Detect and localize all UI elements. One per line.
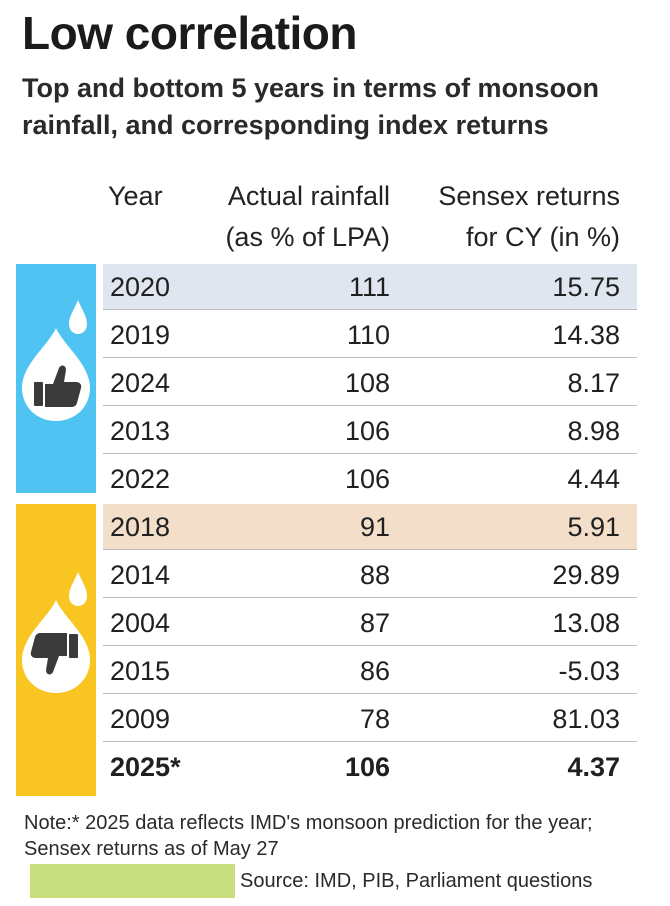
sensex-cell: 8.17 [567,368,620,398]
source-note: Source: IMD, PIB, Parliament questions [240,870,593,892]
column-header-sensex: Sensex returns for CY (in %) [420,176,620,258]
table-row: 2015 86 -5.03 [103,648,637,694]
rainfall-cell: 87 [359,608,390,638]
rainfall-cell: 108 [344,368,390,398]
column-header-rainfall: Actual rainfall (as % of LPA) [200,176,390,258]
sensex-cell: 4.44 [567,464,620,494]
year-cell: 2009 [110,704,171,734]
table-row: 2009 78 81.03 [103,696,637,742]
rainfall-cell: 91 [359,512,390,542]
sensex-cell: 14.38 [552,320,620,350]
year-cell: 2004 [110,608,171,638]
table-row: 2013 106 8.98 [103,408,637,454]
year-cell: 2025* [110,752,181,782]
column-header-sensex-line2: for CY (in %) [465,222,620,252]
column-header-year: Year [108,176,163,217]
rainfall-cell: 106 [344,416,390,446]
table-row: 2020 111 15.75 [103,264,637,310]
green-box [30,864,235,898]
table-row: 2014 88 29.89 [103,552,637,598]
column-header-rainfall-line2: (as % of LPA) [225,222,390,252]
rainfall-cell: 106 [344,752,390,782]
sensex-cell: 5.91 [567,512,620,542]
sensex-cell: 29.89 [552,560,620,590]
table-row: 2018 91 5.91 [103,504,637,550]
rainfall-cell: 78 [359,704,390,734]
table-row: 2019 110 14.38 [103,312,637,358]
thumbs-up-drop-icon [22,300,90,421]
footnote: Note:* 2025 data reflects IMD's monsoon … [24,812,593,860]
year-cell: 2014 [110,560,171,590]
chart-subtitle: Top and bottom 5 years in terms of monso… [22,73,600,140]
chart-title: Low correlation [22,7,357,59]
rainfall-cell: 110 [346,320,390,350]
year-cell: 2015 [110,656,171,686]
rainfall-cell: 111 [348,272,390,302]
year-cell: 2019 [110,320,171,350]
year-cell: 2018 [110,512,171,542]
table-row: 2022 106 4.44 [103,456,637,502]
rainfall-cell: 86 [359,656,390,686]
sensex-cell: 8.98 [567,416,620,446]
sensex-cell: 15.75 [552,272,620,302]
year-cell: 2024 [110,368,171,398]
total-row: 2025* 106 4.37 [103,744,637,790]
column-header-sensex-line1: Sensex returns [438,181,620,211]
rainfall-cell: 88 [359,560,390,590]
table-row: 2004 87 13.08 [103,600,637,646]
sensex-cell: 13.08 [552,608,620,638]
year-cell: 2013 [110,416,171,446]
rainfall-cell: 106 [344,464,390,494]
sensex-cell: 81.03 [552,704,620,734]
table-row: 2024 108 8.17 [103,360,637,406]
year-cell: 2022 [110,464,171,494]
year-cell: 2020 [110,272,171,302]
column-header-rainfall-line1: Actual rainfall [227,181,390,211]
sensex-cell: 4.37 [567,752,620,782]
sensex-cell: -5.03 [558,656,620,686]
column-header-year-line: Year [108,181,163,211]
thumbs-down-drop-icon [22,572,90,693]
